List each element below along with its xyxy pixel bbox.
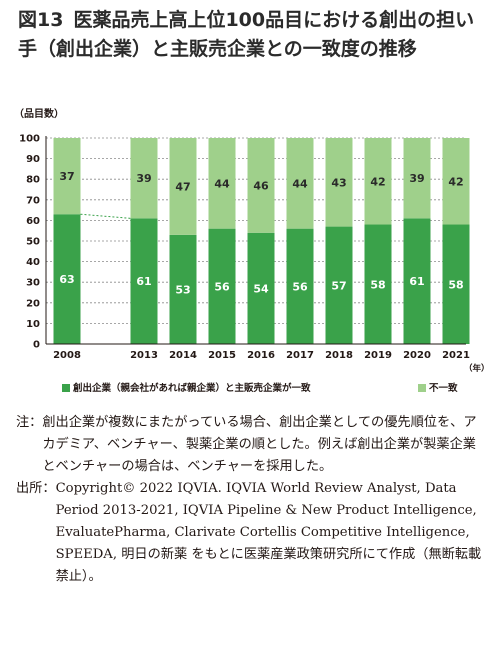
note-row: 注： 創出企業が複数にまたがっている場合、創出企業としての優先順位を、アカデミア…: [16, 412, 486, 478]
x-tick-label: 2013: [130, 350, 158, 361]
figure-number: 図13: [18, 9, 64, 31]
bar-mismatch-2018: [325, 138, 353, 227]
x-tick-label: 2017: [286, 350, 314, 361]
x-tick-label: 2016: [247, 350, 275, 361]
data-label-mismatch-2021: 42: [448, 175, 463, 188]
figure-title: 図13 医薬品売上高上位100品目における創出の担い手（創出企業）と主販売企業との…: [18, 6, 490, 64]
source-key: 出所：: [16, 481, 56, 496]
y-tick-label: 60: [26, 216, 40, 227]
legend-swatch-mismatch: [418, 384, 426, 392]
y-tick-label: 40: [26, 257, 40, 268]
note-key: 注：: [16, 415, 43, 430]
note-text: 創出企業が複数にまたがっている場合、創出企業としての優先順位を、アカデミア、ベン…: [42, 415, 477, 474]
source-text: Copyright© 2022 IQVIA. IQVIA World Revie…: [55, 481, 482, 584]
bar-match-2013: [130, 218, 158, 344]
legend-item-match: 創出企業（親会社があれば親企業）と主販売企業が一致: [62, 380, 311, 394]
y-tick-label: 70: [26, 195, 40, 206]
y-tick-label: 90: [26, 154, 40, 165]
bars: 63 37 61 39 53 47 56 44 54 46 56 44 57 43 58 42 61 39 58 42: [53, 138, 470, 344]
bar-match-2019: [364, 224, 392, 344]
data-label-match-2015: 56: [214, 280, 230, 293]
bar-match-2020: [403, 218, 431, 344]
data-label-mismatch-2013: 39: [136, 172, 151, 185]
bar-match-2015: [208, 228, 236, 344]
gap-connector-line: [80, 213, 131, 219]
y-tick-label: 20: [26, 298, 40, 309]
x-axis-unit-label: （年）: [464, 363, 490, 374]
x-tick-label: 2019: [364, 350, 392, 361]
data-label-mismatch-2016: 46: [253, 179, 269, 192]
bar-mismatch-2015: [208, 138, 236, 229]
bar-match-2008: [53, 214, 81, 344]
data-label-mismatch-2017: 44: [292, 177, 308, 190]
data-label-match-2020: 61: [409, 275, 424, 288]
x-tick-label: 2014: [169, 350, 197, 361]
data-label-match-2016: 54: [253, 282, 269, 295]
data-label-match-2019: 58: [370, 278, 385, 291]
bar-mismatch-2008: [53, 138, 81, 215]
legend-swatch-match: [62, 384, 70, 392]
stacked-bar-chart: 63 37 61 39 53 47 56 44 54 46 56 44 57 43 58 42 61 39 58 42…: [14, 108, 490, 374]
bar-match-2014: [169, 234, 197, 344]
bar-match-2018: [325, 226, 353, 344]
data-label-match-2017: 56: [292, 280, 308, 293]
y-tick-label: 100: [19, 134, 40, 145]
legend-item-mismatch: 不一致: [418, 380, 458, 394]
data-label-mismatch-2018: 43: [331, 176, 346, 189]
bar-match-2017: [286, 228, 314, 344]
bar-match-2021: [442, 224, 470, 344]
data-label-match-2018: 57: [331, 279, 346, 292]
bar-mismatch-2017: [286, 138, 314, 229]
y-tick-label: 0: [33, 340, 40, 351]
bar-mismatch-2013: [130, 138, 158, 219]
figure-notes: 注： 創出企業が複数にまたがっている場合、創出企業としての優先順位を、アカデミア…: [16, 412, 486, 588]
x-tick-label: 2018: [325, 350, 353, 361]
y-tick-label: 80: [26, 175, 40, 186]
bar-match-2016: [247, 232, 275, 344]
legend-label-mismatch: 不一致: [429, 383, 458, 394]
bar-mismatch-2016: [247, 138, 275, 233]
x-tick-label: 2021: [442, 350, 470, 361]
axes: 0 10 20 30 40 50 60 70 80 90 100 2008 2013 2014 2015 20…: [19, 134, 470, 362]
x-tick-label: 2008: [53, 350, 81, 361]
x-tick-label: 2015: [208, 350, 236, 361]
data-label-match-2008: 63: [59, 273, 74, 286]
data-label-mismatch-2008: 37: [59, 170, 74, 183]
data-label-match-2021: 58: [448, 278, 463, 291]
y-tick-label: 50: [26, 237, 40, 248]
data-label-mismatch-2014: 47: [175, 180, 190, 193]
x-tick-label: 2020: [403, 350, 431, 361]
bar-mismatch-2020: [403, 138, 431, 219]
y-axis-unit-label: （品目数）: [14, 108, 64, 120]
bar-mismatch-2021: [442, 138, 470, 225]
legend-label-match: 創出企業（親会社があれば親企業）と主販売企業が一致: [73, 383, 311, 394]
data-label-mismatch-2015: 44: [214, 177, 230, 190]
data-label-match-2013: 61: [136, 275, 151, 288]
bar-mismatch-2019: [364, 138, 392, 225]
y-tick-label: 30: [26, 278, 40, 289]
data-label-mismatch-2019: 42: [370, 175, 385, 188]
bar-mismatch-2014: [169, 138, 197, 235]
figure-title-text: 医薬品売上高上位100品目における創出の担い手（創出企業）と主販売企業との一致度…: [18, 9, 475, 60]
y-tick-label: 10: [26, 319, 40, 330]
data-label-mismatch-2020: 39: [409, 172, 424, 185]
source-row: 出所： Copyright© 2022 IQVIA. IQVIA World R…: [16, 478, 486, 588]
data-label-match-2014: 53: [175, 283, 190, 296]
